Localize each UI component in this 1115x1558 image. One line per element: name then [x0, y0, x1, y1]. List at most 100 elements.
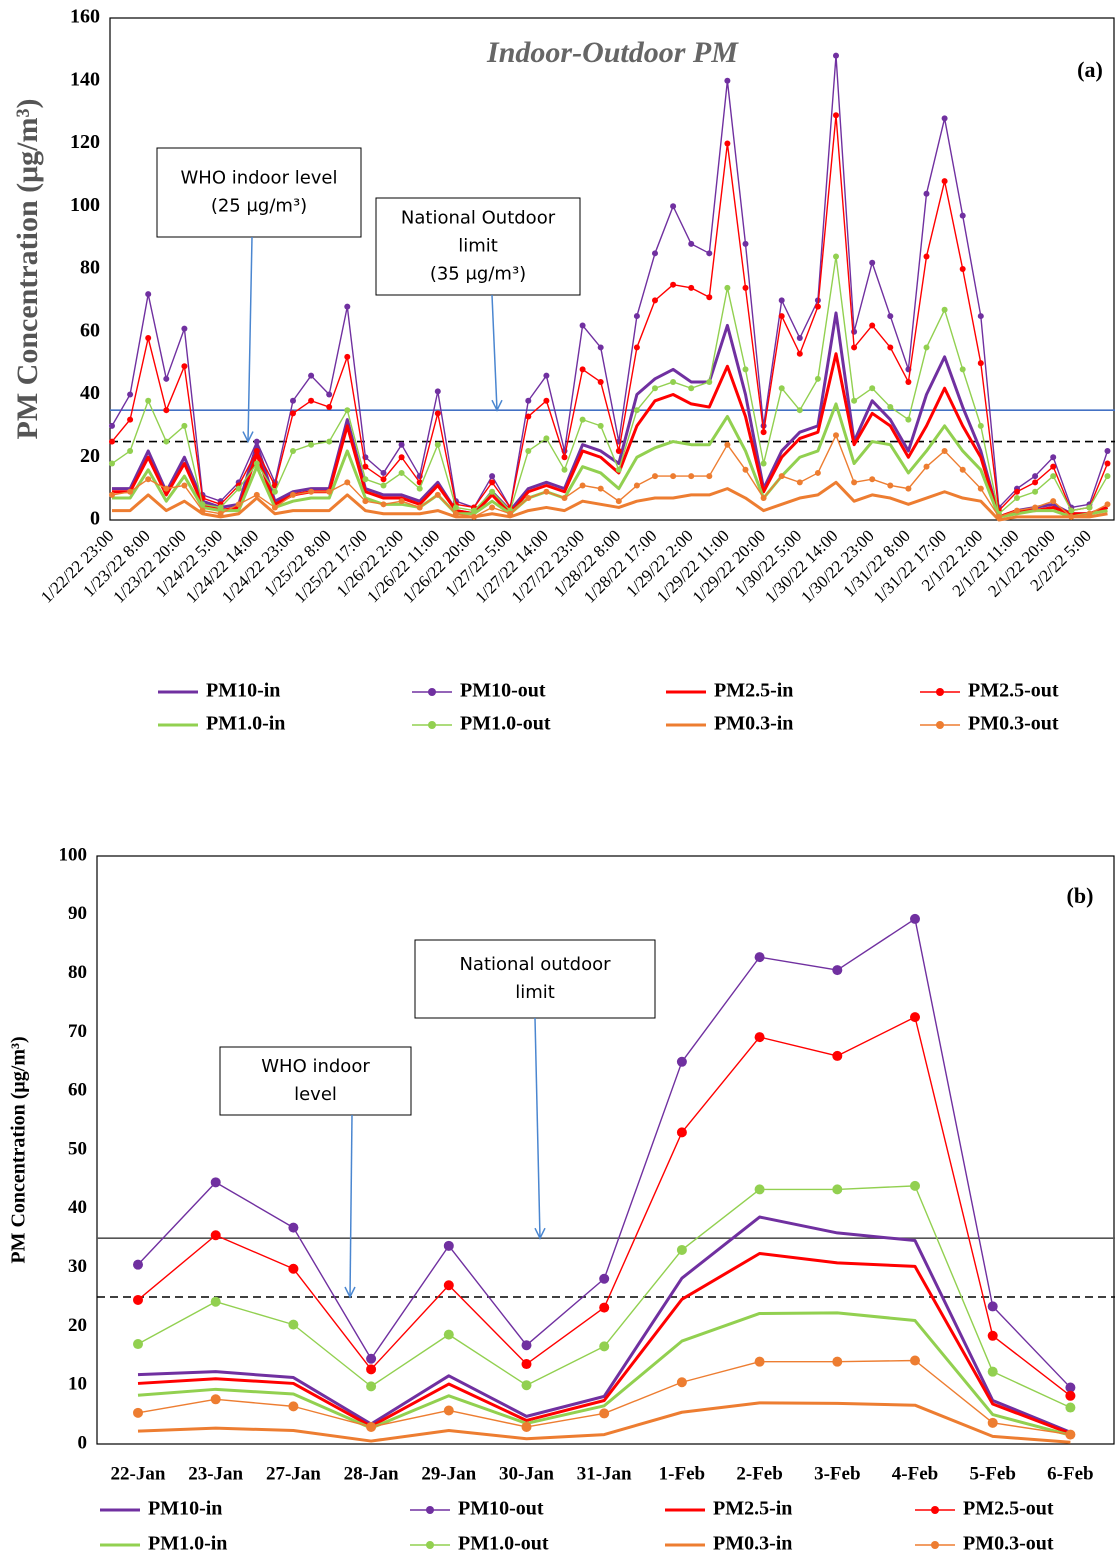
point: [366, 1421, 377, 1432]
point: [235, 485, 242, 492]
point: [380, 501, 387, 508]
arrow-head: [534, 1227, 546, 1240]
point: [910, 1355, 920, 1366]
point: [724, 284, 731, 291]
point: [133, 1339, 143, 1350]
point: [543, 372, 550, 379]
point: [814, 469, 821, 476]
point: [599, 1273, 610, 1284]
point: [599, 1302, 610, 1313]
legend-label: PM2.5-out: [968, 680, 1059, 702]
point: [796, 335, 803, 342]
point: [778, 297, 785, 304]
point: [1068, 513, 1075, 520]
x-tick-label: 5-Feb: [969, 1463, 1015, 1484]
y-axis-title: PM Concentration (μg/m³): [11, 99, 44, 440]
point: [308, 488, 315, 495]
point: [778, 313, 785, 320]
point: [754, 1184, 765, 1195]
point: [443, 1280, 454, 1291]
point: [615, 466, 622, 473]
point: [561, 466, 568, 473]
point: [326, 488, 333, 495]
point: [398, 469, 405, 476]
annotation-box: [414, 939, 656, 1019]
point: [344, 407, 351, 414]
point: [380, 482, 387, 489]
legend-label: PM1.0-out: [460, 713, 551, 735]
point: [525, 495, 532, 502]
point: [1014, 488, 1020, 495]
point: [597, 422, 604, 429]
point: [987, 1330, 998, 1341]
point: [210, 1230, 221, 1241]
point: [1086, 510, 1093, 517]
point: [724, 140, 731, 147]
x-tick-label: 6-Feb: [1047, 1463, 1093, 1484]
point: [326, 391, 333, 398]
panel-label: (b): [1067, 883, 1094, 908]
point: [489, 473, 496, 480]
y-tick-label: 100: [59, 844, 88, 865]
point: [235, 501, 242, 508]
legend-label: PM10-in: [148, 1498, 222, 1520]
legend-label: PM0.3-out: [968, 713, 1059, 735]
point: [362, 463, 369, 470]
point: [579, 366, 586, 373]
point: [1014, 495, 1020, 502]
point: [1065, 1402, 1076, 1413]
point: [434, 491, 441, 498]
point: [288, 1319, 299, 1330]
point: [1065, 1429, 1076, 1440]
point: [833, 52, 839, 59]
point: [633, 482, 640, 489]
point: [742, 366, 749, 373]
point: [869, 476, 876, 483]
legend-label: PM1.0-in: [148, 1533, 227, 1555]
y-tick-label: 70: [68, 1021, 87, 1042]
point: [851, 344, 858, 351]
point: [543, 488, 550, 495]
point: [489, 504, 496, 511]
point: [923, 253, 930, 260]
point: [760, 495, 767, 502]
arrow-head: [344, 1286, 356, 1299]
series-line: [137, 1311, 1071, 1437]
point: [380, 476, 387, 483]
annotation-text: limit: [515, 982, 555, 1003]
point: [670, 473, 677, 480]
point: [181, 482, 188, 489]
point: [1050, 454, 1057, 461]
point: [833, 112, 839, 119]
legend-marker: [428, 688, 436, 696]
point: [676, 1244, 687, 1255]
point: [253, 438, 260, 445]
point: [959, 212, 966, 219]
point: [941, 178, 948, 185]
point: [290, 410, 296, 417]
point: [833, 432, 839, 439]
point: [832, 1050, 843, 1061]
point: [599, 1408, 610, 1419]
y-tick-label: 60: [68, 1080, 87, 1101]
point: [1032, 473, 1039, 480]
point: [471, 507, 477, 514]
point: [579, 416, 586, 423]
point: [597, 485, 604, 492]
series-line: [111, 54, 1109, 509]
point: [217, 504, 224, 511]
point: [995, 513, 1002, 520]
point: [288, 1222, 299, 1233]
legend-label: PM2.5-out: [963, 1498, 1054, 1520]
point: [633, 407, 640, 414]
point: [977, 360, 984, 367]
annotation-text: (35 μg/m³): [430, 264, 526, 285]
point: [217, 510, 224, 517]
point: [851, 328, 858, 335]
legend-label: PM1.0-out: [458, 1533, 549, 1555]
y-tick-label: 20: [68, 1315, 87, 1336]
point: [1104, 501, 1111, 508]
x-tick-label: 1-Feb: [659, 1463, 705, 1484]
legend-marker: [936, 688, 944, 696]
point: [652, 385, 658, 392]
